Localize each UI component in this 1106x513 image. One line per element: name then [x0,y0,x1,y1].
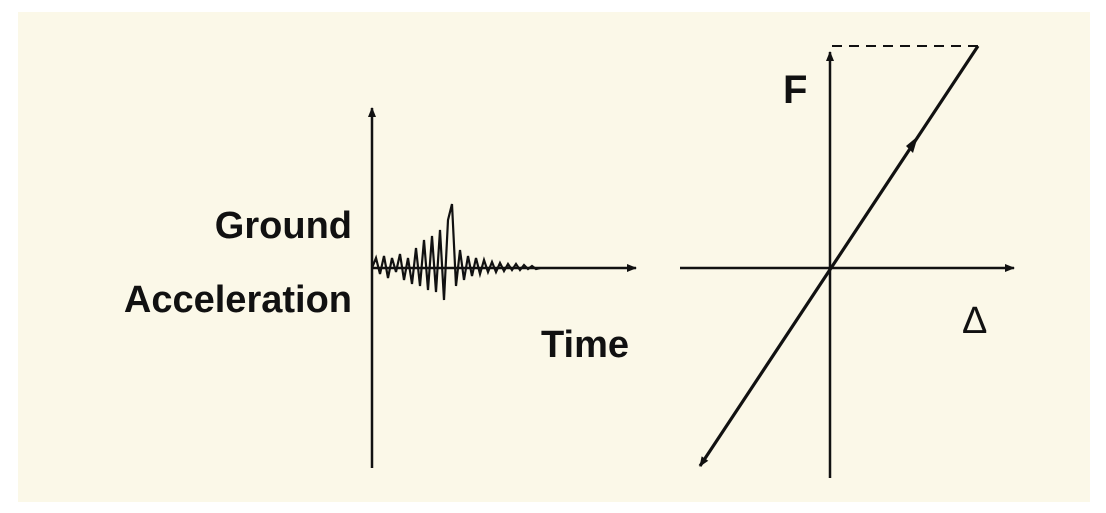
diagram-background [18,12,1090,502]
displacement-label: Δ [962,300,987,342]
acceleration-label: Acceleration [124,279,352,321]
loading-direction-arrow [906,136,918,153]
ground-motion-plot: Ground Acceleration Time [124,107,637,468]
force-displacement-plot: F Δ [680,45,1015,478]
acceleration-trace [370,203,541,301]
ground-label: Ground [215,205,352,247]
force-label: F [783,68,807,112]
elastic-response-line [698,45,980,467]
time-label: Time [541,324,629,366]
